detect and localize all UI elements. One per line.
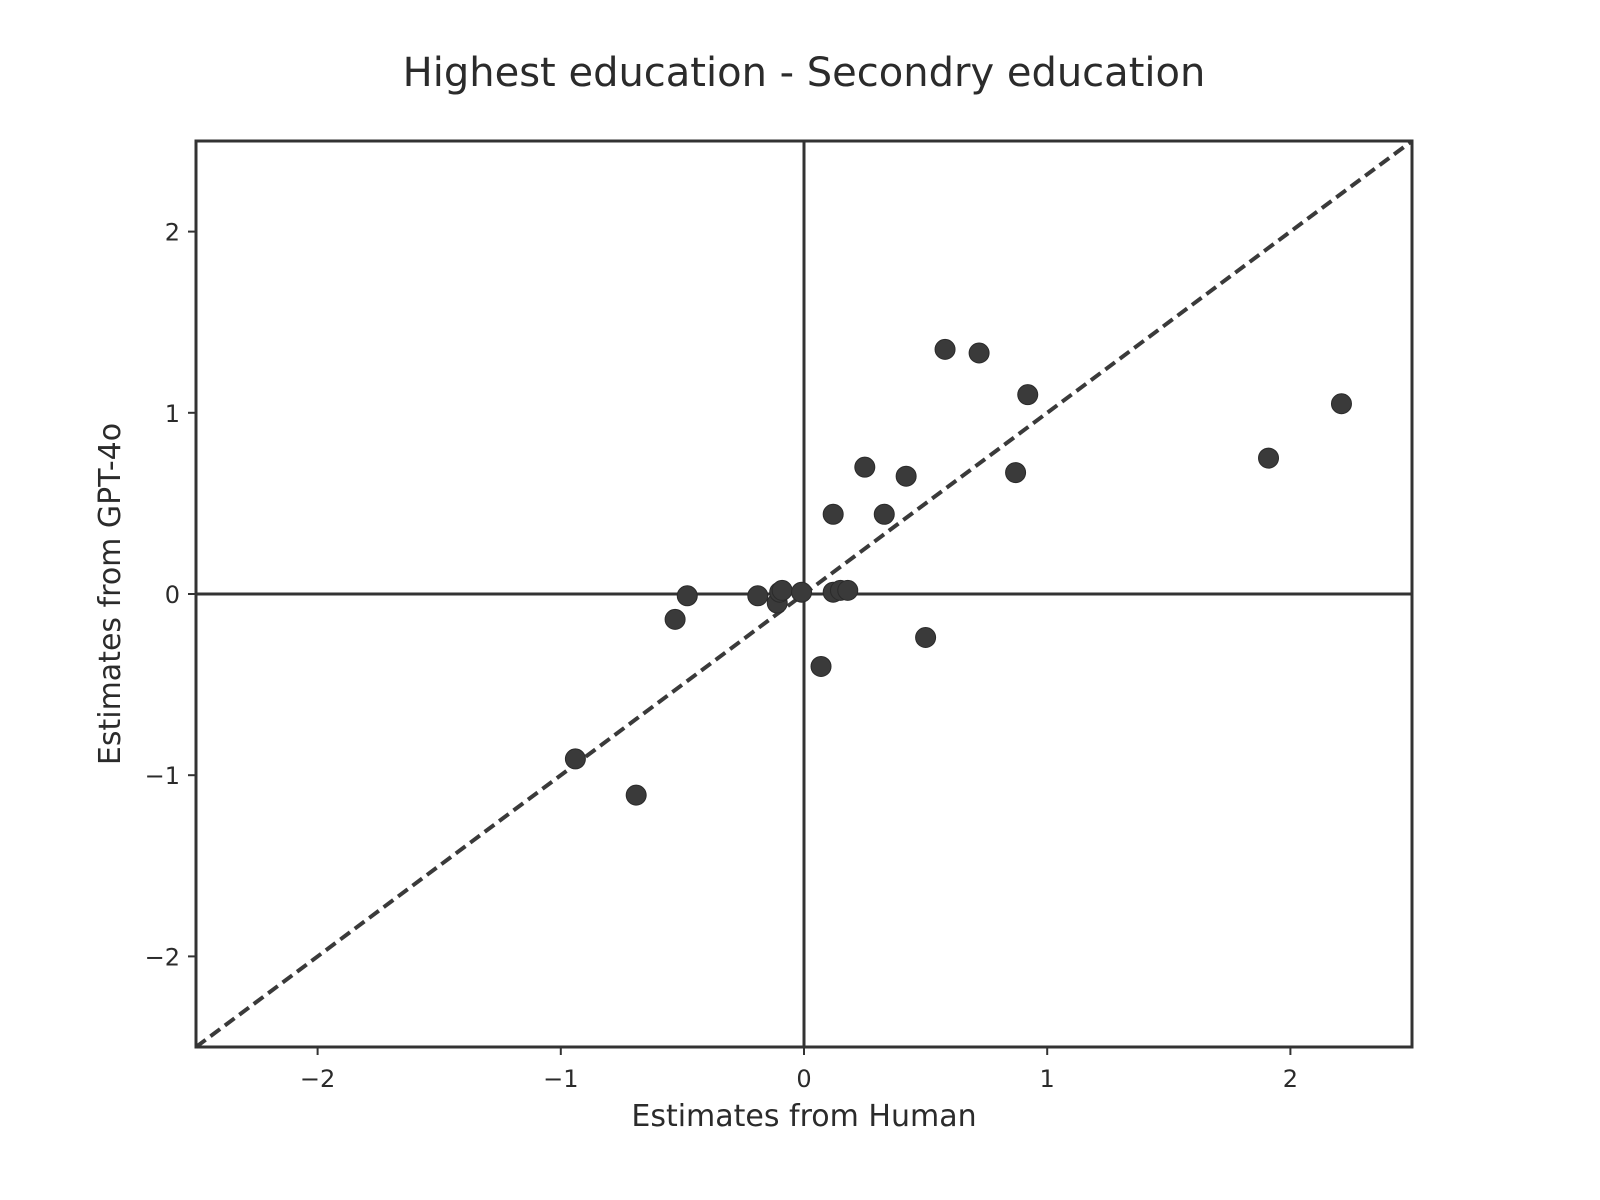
data-point-10 — [822, 503, 844, 525]
data-point-19 — [968, 342, 990, 364]
x-tick-label: 2 — [1283, 1065, 1298, 1093]
data-point-17 — [915, 626, 937, 648]
data-point-18 — [934, 338, 956, 360]
data-point-23 — [1330, 393, 1352, 415]
x-tick-label: −1 — [543, 1065, 578, 1093]
y-tick-label: −2 — [145, 943, 180, 971]
data-point-7 — [771, 579, 793, 601]
y-tick-label: 2 — [165, 219, 180, 247]
data-point-3 — [676, 585, 698, 607]
x-tick-label: −2 — [300, 1065, 335, 1093]
data-point-15 — [873, 503, 895, 525]
data-point-9 — [810, 655, 832, 677]
y-axis-ticks: −2 −1 0 1 2 — [145, 219, 196, 971]
data-point-20 — [1005, 462, 1027, 484]
data-point-4 — [747, 585, 769, 607]
data-point-1 — [625, 784, 647, 806]
data-point-2 — [664, 608, 686, 630]
data-points — [564, 338, 1352, 806]
data-point-8 — [791, 581, 813, 603]
data-point-13 — [837, 579, 859, 601]
chart-title: Highest education - Secondry education — [403, 50, 1206, 96]
data-point-22 — [1258, 447, 1280, 469]
y-axis-label: Estimates from GPT-4o — [93, 423, 128, 765]
x-tick-label: 1 — [1040, 1065, 1055, 1093]
data-point-21 — [1017, 384, 1039, 406]
data-point-14 — [854, 456, 876, 478]
x-axis-ticks: −2 −1 0 1 2 — [300, 1047, 1298, 1093]
x-axis-label: Estimates from Human — [631, 1099, 976, 1134]
plot-area — [194, 139, 1414, 1049]
y-tick-label: −1 — [145, 762, 180, 790]
data-point-16 — [895, 465, 917, 487]
data-point-0 — [564, 748, 586, 770]
x-tick-label: 0 — [796, 1065, 811, 1093]
y-tick-label: 1 — [165, 400, 180, 428]
y-tick-label: 0 — [165, 581, 180, 609]
